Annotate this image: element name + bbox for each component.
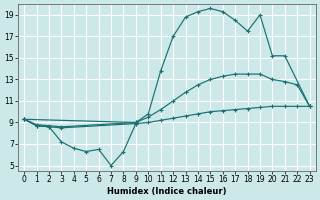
X-axis label: Humidex (Indice chaleur): Humidex (Indice chaleur) (107, 187, 227, 196)
